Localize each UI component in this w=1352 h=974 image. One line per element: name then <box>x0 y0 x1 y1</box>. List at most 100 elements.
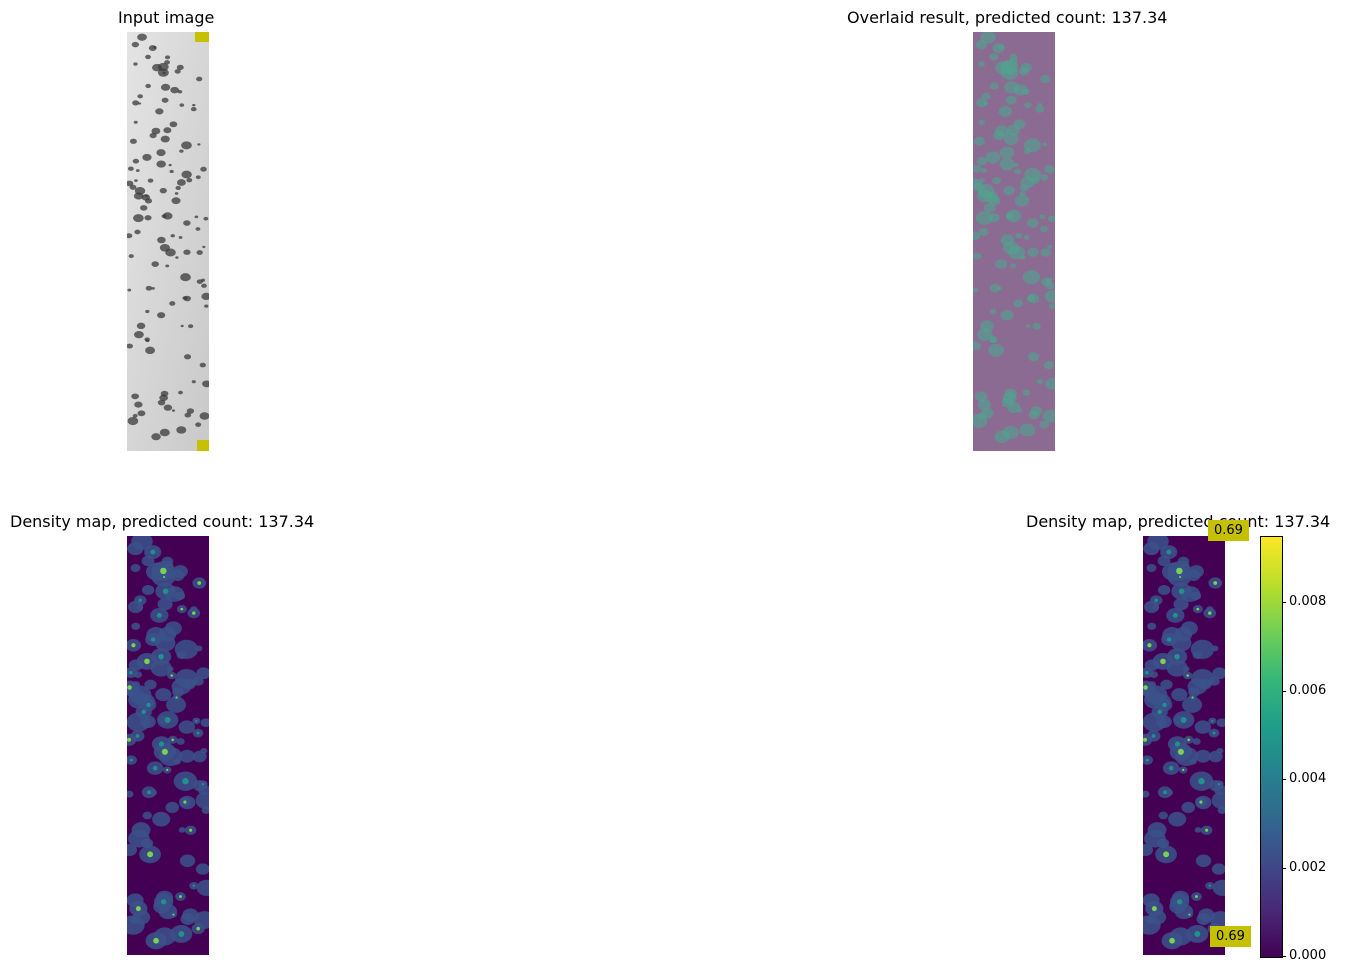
blob <box>1003 185 1016 196</box>
blob <box>1194 720 1212 734</box>
density-peak <box>1168 765 1174 771</box>
blob <box>168 163 172 167</box>
blob <box>1042 409 1055 423</box>
blob <box>1190 639 1215 659</box>
blob <box>1013 299 1024 308</box>
blob <box>156 160 166 168</box>
density-peak <box>162 588 169 595</box>
blob <box>1023 235 1030 240</box>
blob <box>127 790 134 798</box>
blob <box>1044 164 1055 174</box>
blob <box>161 97 169 103</box>
density-map-cbar-title: Density map, predicted count: 137.34 <box>1026 512 1331 531</box>
blob <box>1166 659 1188 677</box>
blob <box>200 166 207 172</box>
blob <box>1040 74 1051 84</box>
blob <box>134 331 144 339</box>
density-peak <box>135 906 141 912</box>
density-peak <box>1163 851 1170 858</box>
blob <box>165 586 185 602</box>
density-peak <box>1174 653 1180 660</box>
blob <box>174 69 181 74</box>
blob <box>200 278 206 282</box>
blob <box>141 555 155 567</box>
blob <box>176 426 187 434</box>
density-peak <box>160 899 167 905</box>
blob <box>976 156 988 166</box>
density-peak <box>160 567 167 575</box>
overlay-title: Overlaid result, predicted count: 137.34 <box>847 8 1168 27</box>
density-peak <box>183 800 187 804</box>
blob <box>145 285 153 291</box>
blob <box>1147 681 1156 688</box>
blob <box>171 409 176 412</box>
blob <box>977 328 993 342</box>
density-peak <box>129 670 133 675</box>
blob <box>1005 95 1017 105</box>
density-peak <box>1186 674 1189 677</box>
blob <box>131 41 140 48</box>
density-peak <box>189 828 193 832</box>
density-peak <box>1208 611 1212 615</box>
blob <box>1027 247 1039 257</box>
input-image-panel <box>127 32 209 451</box>
blob <box>178 720 196 734</box>
density-peak <box>1177 748 1184 755</box>
blob <box>980 168 987 174</box>
colorbar-tick-mark <box>1282 779 1286 781</box>
blob <box>1045 282 1055 290</box>
blob <box>145 83 151 89</box>
blob <box>169 169 174 174</box>
blob <box>199 362 206 368</box>
blob <box>142 153 152 161</box>
blob <box>182 296 188 300</box>
colorbar-tick-mark <box>1282 602 1286 604</box>
blob <box>1024 102 1032 109</box>
density-map-panel <box>127 536 209 955</box>
blob <box>1146 563 1157 573</box>
density-map-image <box>127 536 209 955</box>
blob <box>1040 225 1048 233</box>
overlay-image <box>973 32 1055 451</box>
blob <box>202 245 206 249</box>
blob <box>999 157 1015 171</box>
blob <box>175 185 181 190</box>
blob <box>147 178 154 183</box>
blob <box>170 234 175 238</box>
blob <box>1036 379 1044 385</box>
blob <box>1171 634 1192 652</box>
colorbar-tick-mark <box>1282 690 1286 692</box>
blob <box>1039 214 1046 220</box>
density-peak <box>1162 702 1167 707</box>
blob <box>978 119 985 125</box>
blob <box>1195 854 1212 868</box>
density-peak <box>1143 737 1148 742</box>
blob <box>135 169 140 172</box>
blob <box>128 254 134 259</box>
blob <box>164 621 182 636</box>
blob <box>989 284 1001 293</box>
density-peak <box>1187 738 1191 742</box>
density-peak <box>144 658 150 665</box>
density-peak <box>141 709 146 715</box>
density-peak <box>178 930 185 937</box>
blob <box>159 187 167 194</box>
blob <box>1014 168 1022 175</box>
blob <box>1016 408 1022 413</box>
density-peak <box>1145 670 1149 675</box>
blob <box>1013 163 1019 168</box>
blob <box>977 399 992 410</box>
blob <box>186 178 193 183</box>
blob <box>1181 801 1196 813</box>
blob <box>998 106 1012 117</box>
blob <box>127 417 139 426</box>
blob <box>136 322 146 330</box>
input-image <box>127 32 209 451</box>
blob <box>145 346 156 355</box>
density-peak <box>172 913 175 916</box>
blob <box>155 688 172 702</box>
density-peak <box>182 777 189 785</box>
blob <box>1001 397 1014 408</box>
blob <box>174 639 199 659</box>
blob <box>1181 586 1201 602</box>
